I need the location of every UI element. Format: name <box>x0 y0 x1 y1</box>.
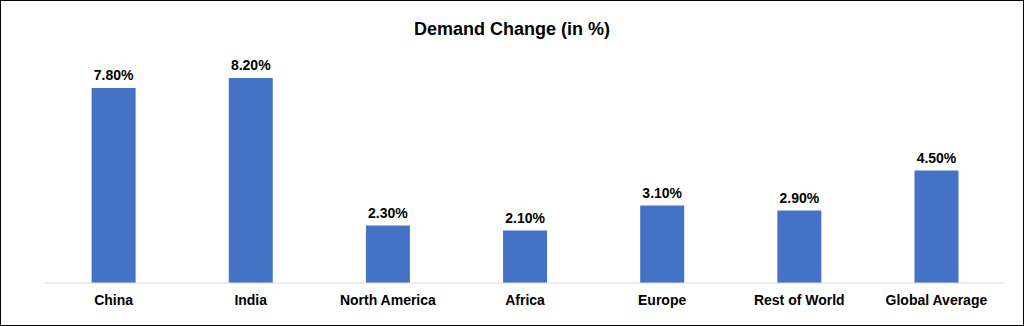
svg-text:7.80%: 7.80% <box>94 67 134 83</box>
svg-text:4.50%: 4.50% <box>917 150 957 166</box>
svg-text:Global Average: Global Average <box>886 292 988 308</box>
svg-text:North America: North America <box>340 292 436 308</box>
svg-text:3.10%: 3.10% <box>642 185 682 201</box>
svg-text:2.30%: 2.30% <box>368 205 408 221</box>
svg-text:Rest of World: Rest of World <box>754 292 845 308</box>
svg-text:Africa: Africa <box>505 292 545 308</box>
svg-text:Europe: Europe <box>638 292 686 308</box>
svg-text:India: India <box>234 292 267 308</box>
svg-text:2.90%: 2.90% <box>779 190 819 206</box>
svg-text:2.10%: 2.10% <box>505 210 545 226</box>
svg-text:China: China <box>94 292 133 308</box>
svg-text:8.20%: 8.20% <box>231 57 271 73</box>
html-text:Demand Change (in %): Demand Change (in %) <box>414 19 610 39</box>
